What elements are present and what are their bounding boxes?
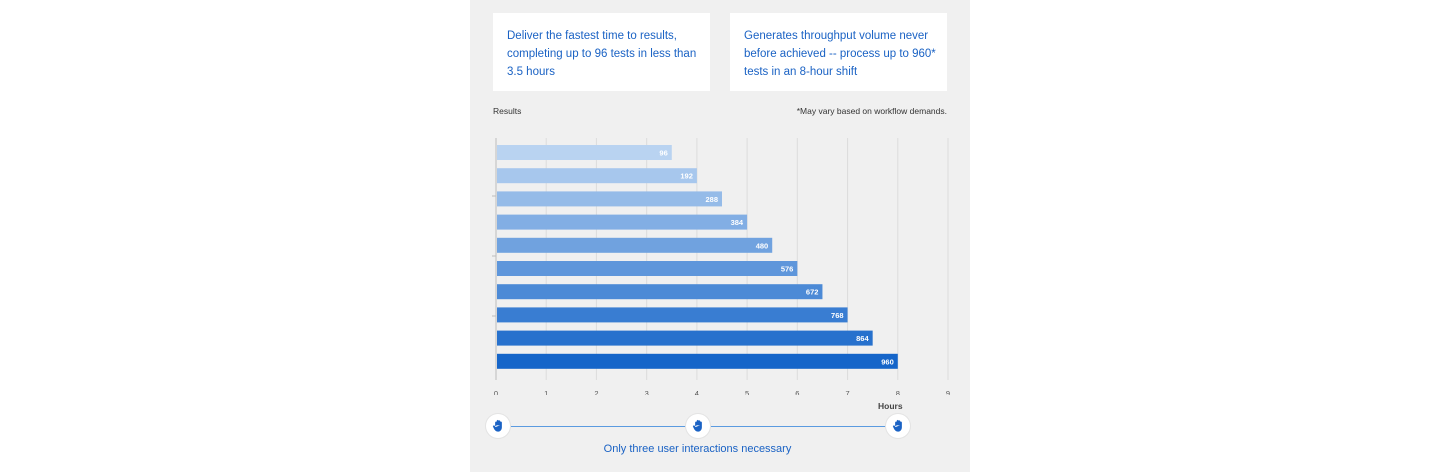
- bar-value-label: 288: [705, 195, 718, 204]
- bar: [497, 307, 848, 323]
- x-tick-label: 3: [645, 389, 649, 395]
- bar: [497, 145, 672, 160]
- bar: [497, 284, 823, 300]
- caption: Only three user interactions necessary: [603, 443, 792, 455]
- hand-icon: [686, 414, 710, 438]
- bar-value-label: 480: [756, 241, 769, 250]
- x-tick-label: 7: [845, 389, 849, 395]
- bar-value-label: 192: [680, 172, 693, 181]
- bar-value-label: 864: [856, 334, 869, 343]
- info-card-throughput: Generates throughput volume never before…: [730, 13, 947, 91]
- bar-value-label: 960: [881, 357, 894, 366]
- x-tick-label: 0: [494, 389, 498, 395]
- bar-value-label: 768: [831, 311, 844, 320]
- info-card-throughput-text: Generates throughput volume never before…: [744, 30, 936, 78]
- x-tick-label: 9: [946, 389, 950, 395]
- bar-value-label: 672: [806, 288, 819, 297]
- bar: [497, 168, 697, 184]
- x-tick-label: 6: [795, 389, 799, 395]
- hand-icon: [486, 414, 510, 438]
- bar-value-label: 384: [731, 218, 744, 227]
- chart-panel: Deliver the fastest time to results, com…: [470, 0, 970, 472]
- info-card-fastest-text: Deliver the fastest time to results, com…: [507, 30, 697, 78]
- bar: [497, 237, 773, 253]
- bar-value-label: 96: [659, 149, 667, 158]
- bar-value-label: 576: [781, 265, 794, 274]
- bar: [497, 214, 748, 230]
- bar: [497, 330, 873, 346]
- x-tick-label: 2: [594, 389, 598, 395]
- x-tick-label: 4: [695, 389, 699, 395]
- bar: [497, 261, 798, 276]
- footnote: *May vary based on workflow demands.: [796, 106, 947, 116]
- x-axis-label: Hours: [878, 401, 903, 411]
- x-tick-label: 1: [544, 389, 548, 395]
- bar: [497, 191, 722, 207]
- y-axis-label: Results: [493, 106, 522, 116]
- bar: [497, 353, 898, 369]
- x-tick-label: 8: [896, 389, 900, 395]
- x-tick-label: 5: [745, 389, 749, 395]
- hand-icon: [886, 414, 910, 438]
- results-bar-chart: 96 192 288 384 480 576 672 768 864 960 0 1 2 3 4 5 6 7 8 9: [492, 138, 950, 395]
- info-card-fastest: Deliver the fastest time to results, com…: [493, 13, 710, 91]
